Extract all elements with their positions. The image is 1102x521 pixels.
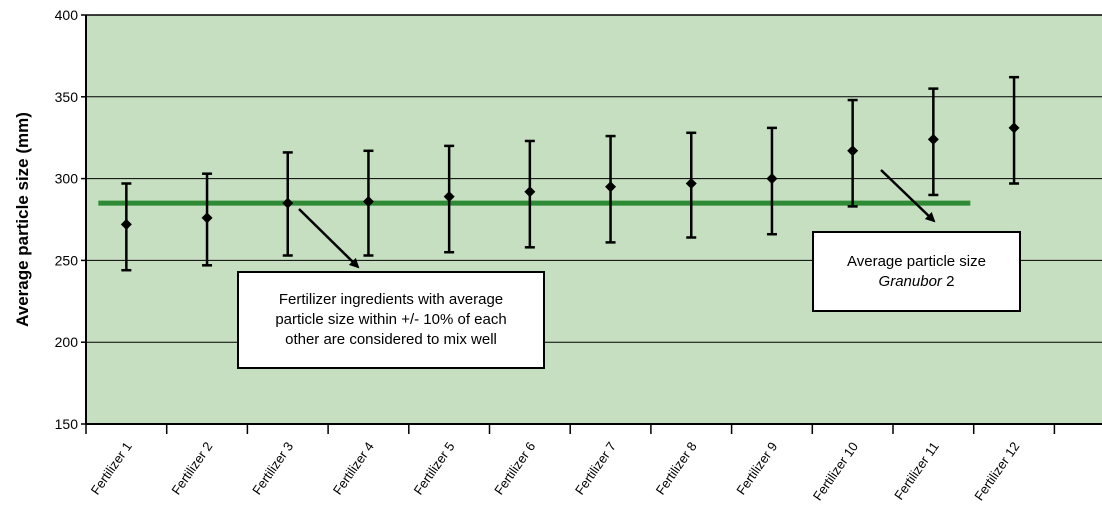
annotation-line-2: Granubor 2 (879, 272, 955, 292)
annotation-product-name: Granubor (879, 273, 942, 290)
y-tick-label: 200 (55, 334, 79, 350)
annotation-line: other are considered to mix well (285, 330, 497, 350)
x-tick-label: Fertilizer 9 (733, 439, 780, 497)
x-tick-label: Fertilizer 2 (168, 439, 215, 497)
x-tick-label: Fertilizer 6 (491, 439, 538, 497)
annotation-mix-well: Fertilizer ingredients with average part… (237, 271, 545, 369)
y-tick-label: 250 (55, 252, 79, 268)
x-tick-labels: Fertilizer 1 Fertilizer 2 Fertilizer 3 Fert… (86, 424, 1054, 503)
x-tick-label: Fertilizer 3 (249, 439, 296, 497)
x-tick-label: Fertilizer 4 (330, 439, 377, 497)
y-tick-label: 400 (55, 7, 79, 23)
x-tick-label: Fertilizer 12 (971, 439, 1022, 503)
annotation-line: particle size within +/- 10% of each (275, 310, 506, 330)
x-tick-label: Fertilizer 7 (572, 439, 619, 497)
y-tick-label: 300 (55, 171, 79, 187)
annotation-line: Fertilizer ingredients with average (279, 290, 503, 310)
annotation-average-granubor: Average particle size Granubor 2 (812, 231, 1021, 312)
x-tick-label: Fertilizer 5 (411, 439, 458, 497)
x-tick-label: Fertilizer 8 (653, 439, 700, 497)
y-tick-label: 150 (55, 416, 79, 432)
x-tick-label: Fertilizer 10 (810, 439, 861, 503)
y-tick-labels: 150 200 250 300 350 400 (55, 7, 86, 432)
x-tick-label: Fertilizer 1 (88, 439, 135, 497)
y-tick-label: 350 (55, 89, 79, 105)
annotation-line: Average particle size (847, 252, 986, 272)
annotation-product-suffix: 2 (942, 273, 955, 290)
x-tick-label: Fertilizer 11 (891, 439, 942, 502)
y-axis-label: Average particle size (mm) (13, 112, 32, 327)
